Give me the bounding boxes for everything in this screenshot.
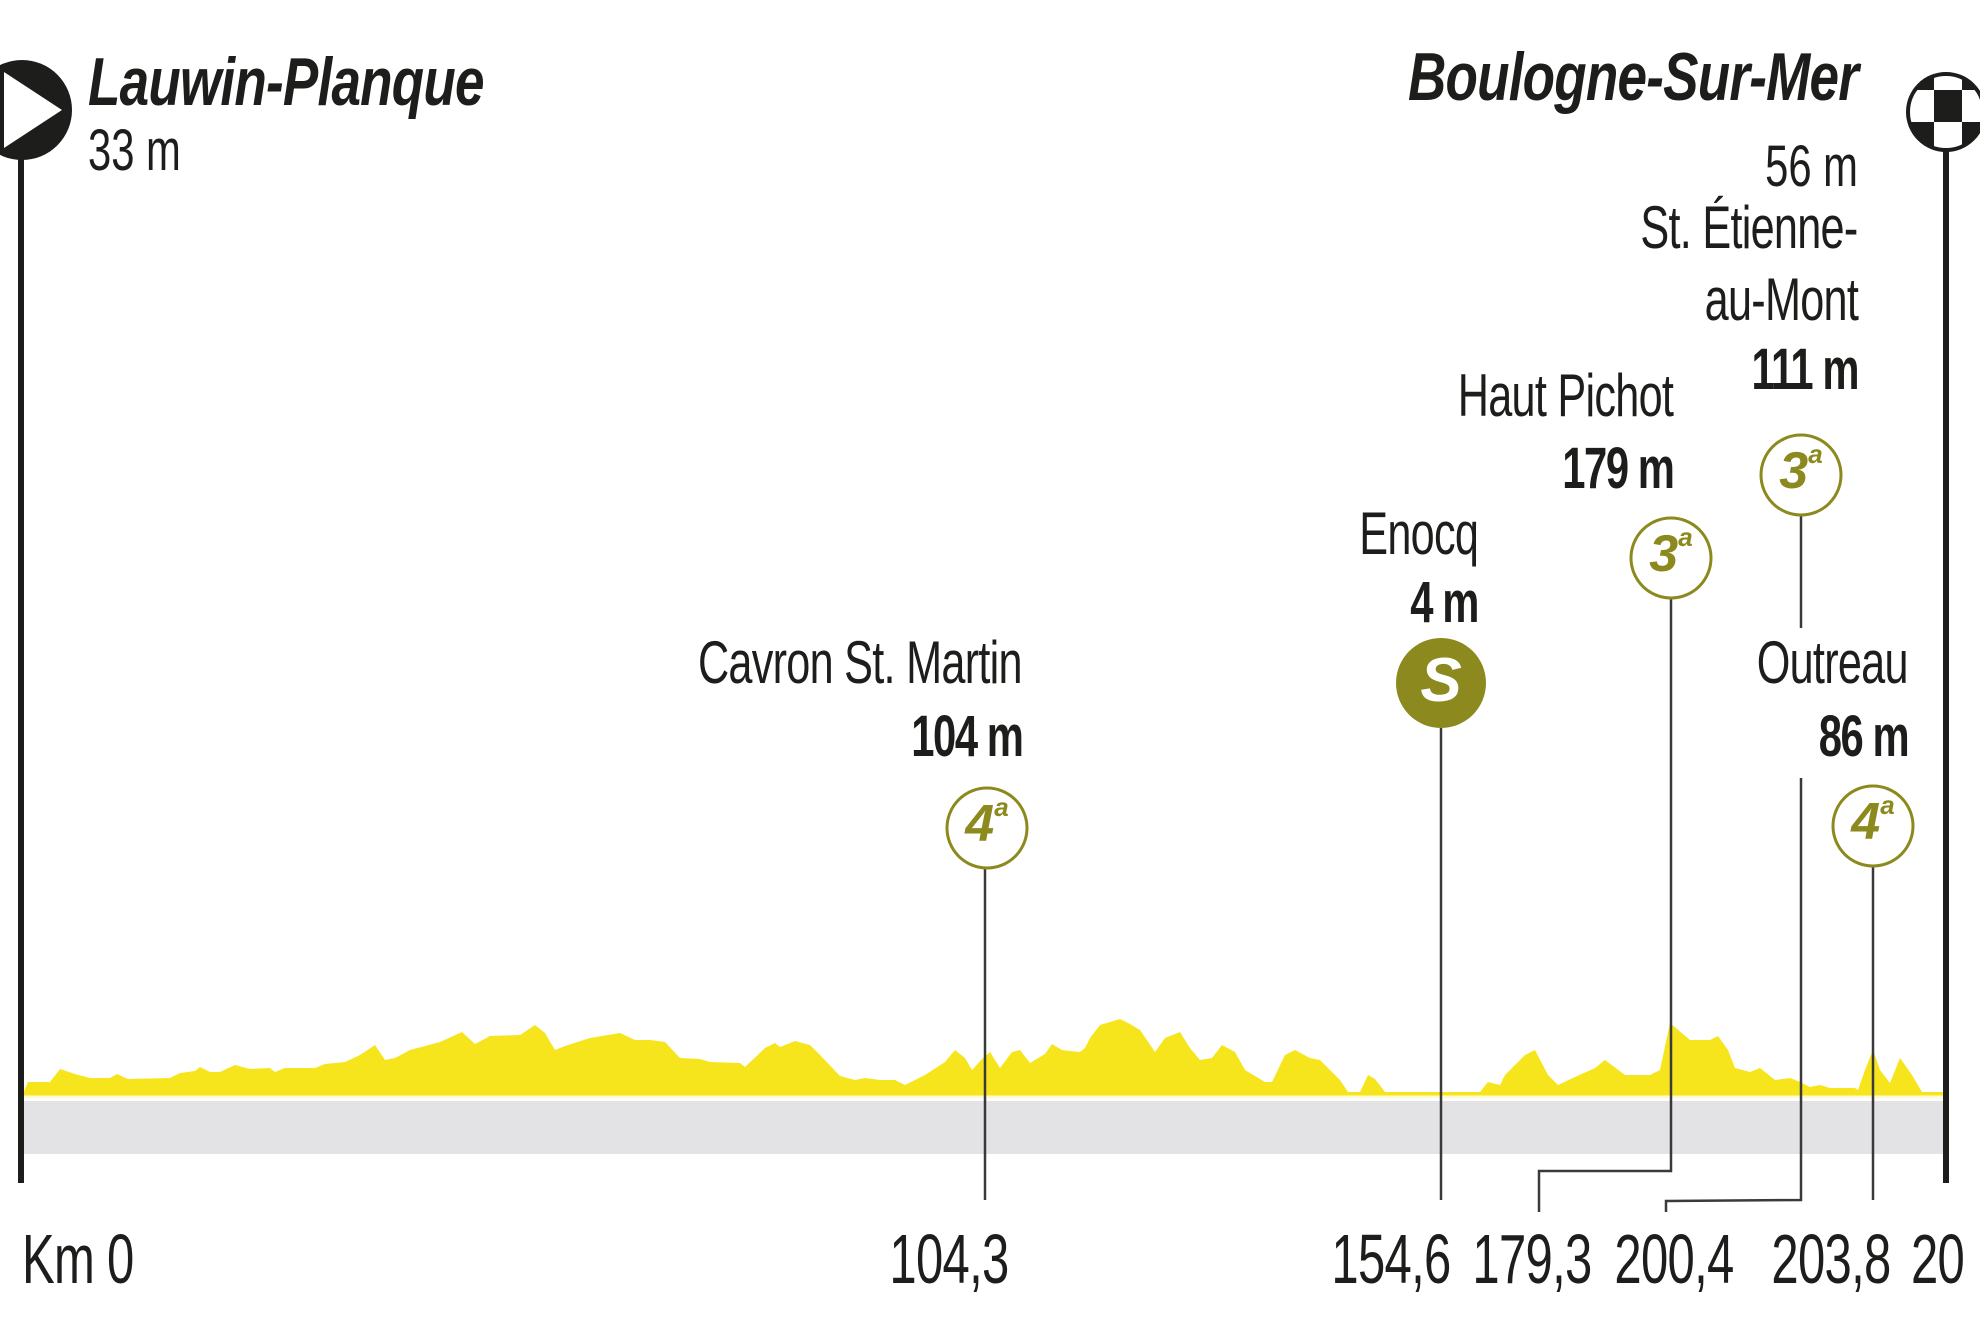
start-city-name: Lauwin-Planque [88,44,485,120]
axis-label-104-3: 104,3 [889,1220,1009,1298]
badge-category-number: 3 [1649,525,1679,583]
leader-line-st-etienne-lower [1664,778,1803,1212]
climb-badge-haut-pichot [1629,516,1713,600]
point-name-st-etienne-line1: St. Étienne- [1640,194,1859,261]
point-altitude-haut-pichot: 179 m [1561,436,1675,501]
point-altitude-outreau: 86 m [1818,704,1910,769]
badge-outreau-label: 4a [1833,792,1913,851]
badge-enocq-label: S [1396,650,1486,712]
finish-altitude: 56 m [1765,134,1858,199]
checkered-flag-icon [1906,72,1980,152]
badge-category-suffix: a [1808,439,1823,469]
point-name-outreau: Outreau [1756,629,1909,696]
badge-cavron-label: 4a [947,794,1027,853]
axis-label-km0: Km 0 [22,1220,134,1298]
axis-label-finish-km: 20 [1911,1220,1965,1298]
axis-label-179-3: 179,3 [1472,1220,1592,1298]
badge-category-number: 4 [1851,793,1881,851]
point-altitude-st-etienne: 111 m [1751,337,1859,402]
point-altitude-enocq: 4 m [1410,570,1479,635]
point-name-st-etienne-line2: au-Mont [1704,266,1859,333]
axis-label-200-4: 200,4 [1614,1220,1734,1298]
point-name-enocq: Enocq [1359,500,1479,567]
sprint-badge-enocq [1396,638,1486,728]
finish-city-name: Boulogne-Sur-Mer [1407,39,1859,115]
leader-line-haut-pichot [1537,598,1673,1212]
badge-category-suffix: a [994,792,1009,822]
climb-badge-outreau [1831,784,1915,868]
climb-badge-cavron [945,786,1029,870]
axis-label-154-6: 154,6 [1331,1220,1451,1298]
start-flag-icon [0,60,72,160]
badge-category-number: 4 [965,795,995,853]
axis-label-203-8: 203,8 [1771,1220,1891,1298]
point-altitude-cavron: 104 m [910,704,1024,769]
badge-st-etienne-label: 3a [1761,441,1841,500]
badge-category-number: 3 [1779,442,1809,500]
climb-badge-st-etienne [1759,433,1843,517]
badge-category-suffix: a [1880,790,1895,820]
point-name-haut-pichot: Haut Pichot [1457,362,1674,429]
point-name-cavron: Cavron St. Martin [698,629,1023,696]
sprint-icon: S [1420,646,1462,715]
badge-category-suffix: a [1678,522,1693,552]
start-altitude: 33 m [88,118,181,183]
badge-haut-pichot-label: 3a [1631,524,1711,583]
